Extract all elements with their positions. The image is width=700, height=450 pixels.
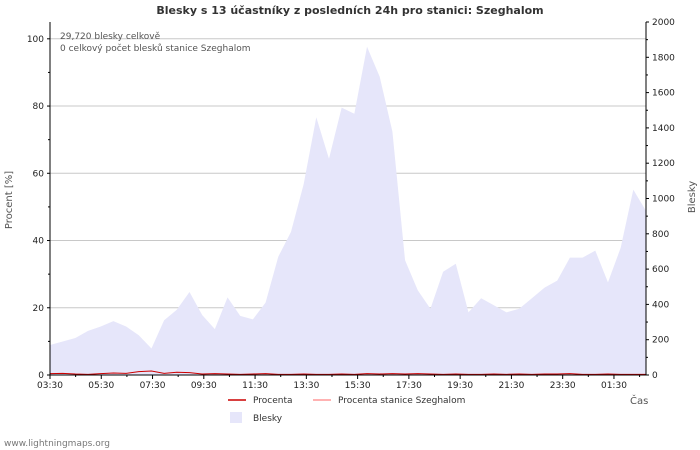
- y-tick-label-left-80: 80: [33, 102, 45, 112]
- x-tick-label-15:30: 15:30: [345, 381, 371, 391]
- x-axis-label: Čas: [630, 394, 648, 407]
- y-tick-label-right-1600: 1600: [652, 89, 675, 99]
- y-tick-label-right-1800: 1800: [652, 53, 675, 63]
- x-tick-label-13:30: 13:30: [293, 381, 319, 391]
- y-ticks-right: 0 200 400 600 800 1000 1200 1400 1600 1800 2000: [646, 18, 675, 381]
- legend: Procenta Procenta stanice Szeghalom Bles…: [228, 396, 465, 424]
- legend-label-procenta: Procenta: [253, 396, 293, 406]
- x-tick-label-17:30: 17:30: [396, 381, 422, 391]
- annotation-station: 0 celkový počet blesků stanice Szeghalom: [60, 43, 250, 54]
- watermark: www.lightningmaps.org: [4, 439, 110, 449]
- x-tick-label-19:30: 19:30: [447, 381, 473, 391]
- legend-swatch-blesky: [230, 412, 242, 423]
- x-tick-label-03:30: 03:30: [37, 381, 63, 391]
- y-tick-label-right-1400: 1400: [652, 124, 675, 134]
- x-ticks: 03:30 05:30 07:30 09:30 11:30 13:30 15:30 17:30…: [37, 375, 641, 391]
- y-tick-label-right-1000: 1000: [652, 195, 675, 205]
- y-axis-label-left: Procent [%]: [4, 171, 15, 229]
- y-tick-label-right-800: 800: [652, 230, 669, 240]
- chart-title: Blesky s 13 účastníky z posledních 24h p…: [156, 4, 543, 17]
- x-tick-label-05:30: 05:30: [88, 381, 114, 391]
- y-tick-label-left-100: 100: [27, 35, 44, 45]
- x-tick-label-01:30: 01:30: [601, 381, 627, 391]
- y-tick-label-left-60: 60: [33, 169, 45, 179]
- y-tick-label-right-400: 400: [652, 300, 669, 310]
- y-tick-label-right-200: 200: [652, 336, 669, 346]
- area-blesky: [50, 46, 646, 376]
- legend-label-procenta-stanice: Procenta stanice Szeghalom: [338, 396, 465, 406]
- x-tick-label-23:30: 23:30: [550, 381, 576, 391]
- y-tick-label-left-40: 40: [33, 237, 45, 247]
- x-tick-label-09:30: 09:30: [191, 381, 217, 391]
- x-tick-label-21:30: 21:30: [498, 381, 524, 391]
- y-tick-label-right-600: 600: [652, 265, 669, 275]
- line-procenta: [49, 370, 646, 375]
- x-tick-label-11:30: 11:30: [242, 381, 268, 391]
- x-tick-label-07:30: 07:30: [140, 381, 166, 391]
- y-ticks-left: 0 20 40 60 80 100: [27, 35, 50, 381]
- y-tick-label-left-20: 20: [33, 304, 45, 314]
- y-tick-label-left-0: 0: [38, 371, 44, 381]
- legend-label-blesky: Blesky: [253, 414, 283, 424]
- y-axis-label-right: Blesky: [687, 181, 698, 213]
- y-tick-label-right-1200: 1200: [652, 159, 675, 169]
- y-tick-label-right-2000: 2000: [652, 18, 675, 28]
- y-tick-label-right-0: 0: [652, 371, 658, 381]
- annotation-total: 29,720 blesky celkově: [60, 32, 161, 42]
